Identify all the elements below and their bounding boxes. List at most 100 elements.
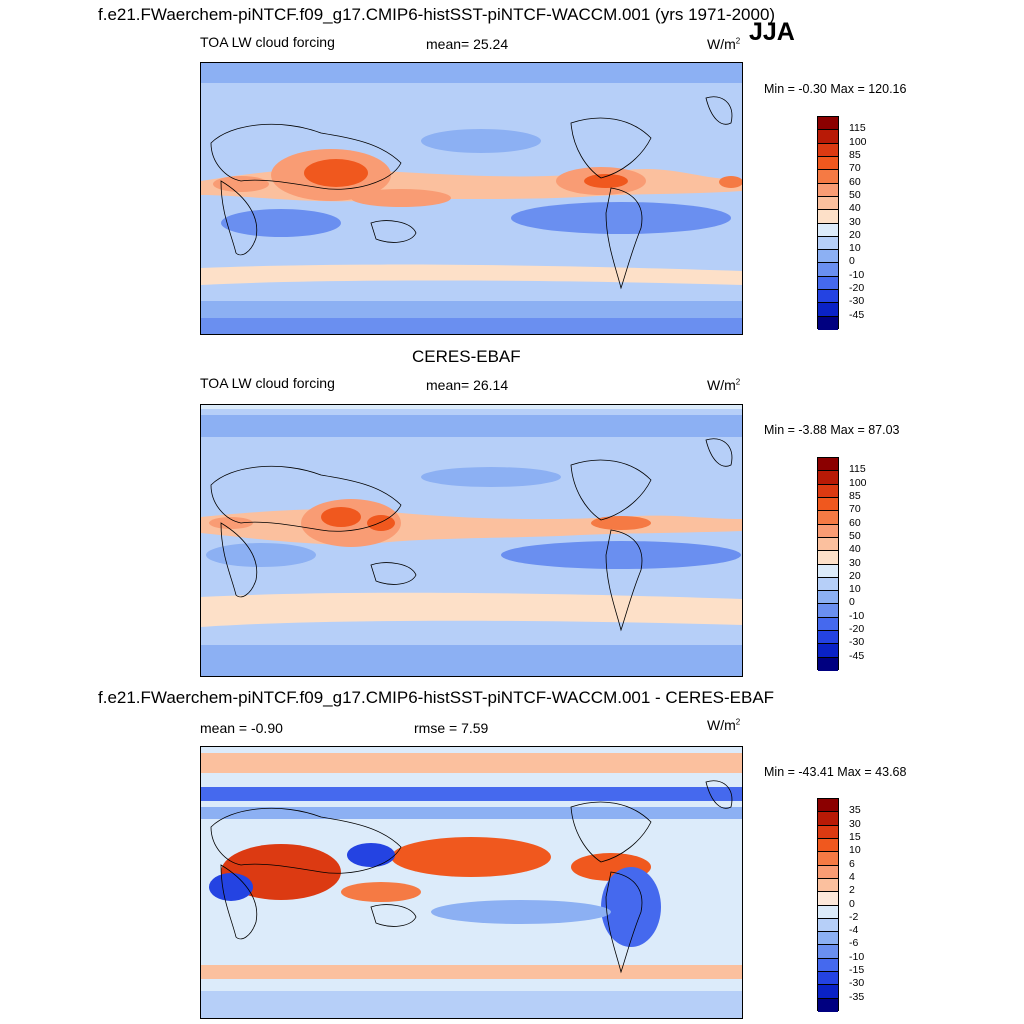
panel2-minmax: Min = -3.88 Max = 87.03 [764, 423, 900, 437]
panel3-north-midlat-band [201, 787, 742, 801]
unit-base: W/m [707, 36, 736, 52]
colorbar-segment [818, 524, 838, 538]
panel3-unit-label: W/m2 [707, 717, 740, 733]
colorbar-segment [818, 183, 838, 197]
unit-base: W/m [707, 717, 736, 733]
colorbar-segment [818, 250, 838, 264]
colorbar-segment [818, 537, 838, 552]
colorbar-tick-label: -10 [849, 268, 865, 281]
colorbar-tick-label: 2 [849, 884, 855, 897]
panel1-asian-monsoon-core [304, 159, 368, 187]
figure-title: f.e21.FWaerchem-piNTCF.f09_g17.CMIP6-his… [98, 5, 776, 24]
colorbar-tick-label: 0 [849, 596, 855, 609]
panel2-variable-label: TOA LW cloud forcing [200, 375, 335, 391]
colorbar-tick-label: 60 [849, 175, 861, 188]
colorbar-segment [818, 812, 838, 826]
season-label: JJA [749, 18, 795, 46]
colorbar-tick-label: 70 [849, 503, 861, 516]
panel2-mean-label: mean= 26.14 [426, 377, 509, 393]
colorbar-tick-label: -10 [849, 609, 865, 622]
colorbar-tick-label: -6 [849, 937, 859, 950]
colorbar-tick-label: -30 [849, 295, 865, 308]
panel3-south-pacific-high [341, 882, 421, 902]
panel3-rmse-label: rmse = 7.59 [414, 720, 489, 736]
colorbar-segment [818, 551, 838, 565]
colorbar-segment [818, 591, 838, 605]
panel3-arctic-band [201, 753, 742, 773]
panel2-title: CERES-EBAF [412, 347, 521, 366]
colorbar-tick-label: 115 [849, 122, 866, 135]
colorbar-segment [818, 290, 838, 304]
colorbar-segment [818, 905, 838, 919]
colorbar-segment [818, 604, 838, 618]
colorbar-tick-label: -35 [849, 990, 865, 1003]
panel3-africa-low [209, 873, 253, 901]
panel1-central-america-core [584, 174, 628, 188]
colorbar-tick-label: -45 [849, 308, 865, 321]
colorbar-tick-label: -10 [849, 950, 865, 963]
panel1-variable-label: TOA LW cloud forcing [200, 34, 335, 50]
panel2-coastlines [210, 438, 733, 632]
panel3-warm-pool-low [347, 843, 395, 867]
colorbar-tick-label: 100 [849, 135, 867, 148]
colorbar-segment [818, 484, 838, 498]
colorbar-segment [818, 263, 838, 277]
panel3-mean-label: mean = -0.90 [200, 720, 283, 736]
colorbar-tick-label: 4 [849, 870, 855, 883]
colorbar-segment [818, 303, 838, 317]
colorbar-tick-label: 40 [849, 202, 861, 215]
panel1-colorbar [817, 116, 839, 330]
panel3-title: f.e21.FWaerchem-piNTCF.f09_g17.CMIP6-his… [98, 688, 775, 707]
colorbar-segment [818, 865, 838, 879]
colorbar-tick-label: 85 [849, 148, 861, 161]
colorbar-segment [818, 657, 838, 671]
colorbar-segment [818, 918, 838, 933]
colorbar-segment [818, 564, 838, 578]
panel1-north-pacific-low [421, 129, 541, 153]
colorbar-tick-label: 50 [849, 529, 861, 542]
panel1-minmax: Min = -0.30 Max = 120.16 [764, 82, 907, 96]
colorbar-tick-label: 50 [849, 188, 861, 201]
colorbar-tick-label: 70 [849, 162, 861, 175]
colorbar-tick-label: 0 [849, 255, 855, 268]
colorbar-segment [818, 932, 838, 946]
panel2-southern-band [201, 592, 742, 627]
colorbar-tick-label: -4 [849, 924, 859, 937]
colorbar-segment [818, 511, 838, 525]
colorbar-tick-label: 30 [849, 817, 861, 830]
panel1-antarctic-core [201, 318, 742, 334]
colorbar-segment [818, 985, 838, 999]
unit-base: W/m [707, 377, 736, 393]
unit-exponent: 2 [735, 717, 741, 727]
panel2-african-monsoon [209, 517, 253, 529]
colorbar-segment [818, 223, 838, 237]
panel3-pacific-high [391, 837, 551, 877]
panel3-south-america-low [601, 867, 661, 947]
colorbar-segment [818, 117, 838, 131]
colorbar-segment [818, 316, 838, 330]
colorbar-segment [818, 644, 838, 658]
colorbar-tick-label: 60 [849, 516, 861, 529]
colorbar-segment [818, 276, 838, 291]
panel2-top-strip [201, 405, 742, 409]
panel2-colorbar [817, 457, 839, 671]
panel2-se-pacific-low [501, 541, 741, 569]
colorbar-segment [818, 170, 838, 184]
colorbar-segment [818, 852, 838, 866]
colorbar-segment [818, 631, 838, 645]
panel1-south-atlantic-low [221, 209, 341, 237]
panel1-map [200, 62, 743, 335]
panel2-map [200, 404, 743, 677]
colorbar-segment [818, 838, 838, 853]
panel2-central-america [591, 516, 651, 530]
colorbar-segment [818, 497, 838, 512]
unit-exponent: 2 [735, 377, 741, 387]
colorbar-segment [818, 799, 838, 813]
colorbar-segment [818, 458, 838, 472]
colorbar-tick-label: 10 [849, 583, 861, 596]
colorbar-segment [818, 972, 838, 986]
colorbar-segment [818, 945, 838, 959]
unit-exponent: 2 [735, 36, 741, 46]
colorbar-segment [818, 998, 838, 1012]
panel2-south-atlantic-low [206, 543, 316, 567]
